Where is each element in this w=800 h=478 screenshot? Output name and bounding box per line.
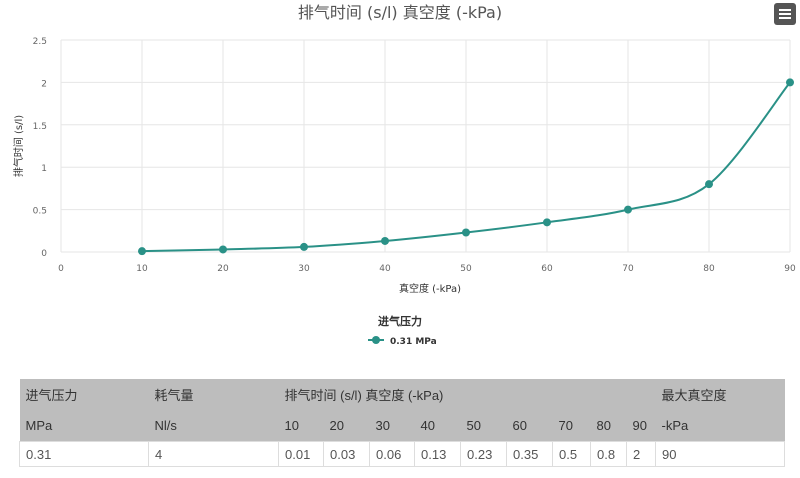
x-tick-label: 30 <box>298 264 310 274</box>
table-cell: 0.35 <box>506 441 553 467</box>
y-tick-label: 1 <box>41 164 47 174</box>
data-point <box>138 247 146 256</box>
data-point <box>786 78 794 87</box>
header-cell: 90 <box>632 418 647 433</box>
table-cell: 90 <box>655 441 785 467</box>
y-tick-label: 0 <box>41 249 47 259</box>
header-cell: -kPa <box>661 418 689 433</box>
header-cell: 80 <box>596 418 611 433</box>
header-cell: 10 <box>284 418 299 433</box>
header-cell: MPa <box>25 418 53 433</box>
table-header-row: MPa Nl/s 10 20 30 40 50 60 70 80 90 -kPa <box>19 410 785 442</box>
header-cell: 70 <box>558 418 573 433</box>
y-tick-label: 2 <box>41 79 47 89</box>
y-axis-label: 排气时间 (s/l) <box>12 115 25 177</box>
chart-title: 排气时间 (s/l) 真空度 (-kPa) <box>298 3 502 22</box>
data-point <box>381 236 389 245</box>
header-cell: 60 <box>512 418 527 433</box>
legend-marker <box>372 336 380 344</box>
legend-title: 进气压力 <box>378 314 422 328</box>
data-point <box>543 218 551 227</box>
header-cell: 30 <box>375 418 390 433</box>
x-tick-label: 90 <box>784 264 796 274</box>
data-point <box>219 245 227 254</box>
x-tick-label: 80 <box>703 264 715 274</box>
hamburger-icon[interactable] <box>774 3 796 25</box>
table-cell: 0.06 <box>369 441 415 467</box>
table-cell: 0.8 <box>590 441 627 467</box>
table-cell: 0.31 <box>19 441 149 467</box>
table-cell: 0.03 <box>323 441 370 467</box>
data-point <box>300 242 308 251</box>
table-cell: 0.23 <box>460 441 507 467</box>
x-tick-label: 10 <box>136 264 148 274</box>
x-tick-label: 0 <box>58 264 64 274</box>
x-tick-label: 60 <box>541 264 553 274</box>
header-cell: 20 <box>329 418 344 433</box>
table-cell: 0.01 <box>278 441 324 467</box>
table-cell: 0.5 <box>552 441 591 467</box>
header-cell: 最大真空度 <box>661 388 727 403</box>
header-cell: 40 <box>420 418 435 433</box>
table-cell: 4 <box>148 441 279 467</box>
y-tick-label: 0.5 <box>33 207 47 217</box>
data-point <box>462 228 470 237</box>
header-cell: 进气压力 <box>25 388 78 403</box>
header-cell: 50 <box>466 418 481 433</box>
x-tick-label: 70 <box>622 264 634 274</box>
header-cell: 耗气量 <box>154 388 194 403</box>
x-tick-label: 50 <box>460 264 472 274</box>
legend-item: 0.31 MPa <box>390 337 437 347</box>
table-cell: 2 <box>626 441 656 467</box>
header-cell: Nl/s <box>154 418 177 433</box>
data-table: 进气压力 耗气量 排气时间 (s/l) 真空度 (-kPa) 最大真空度 MPa… <box>19 379 785 467</box>
table-row: 0.31 4 0.01 0.03 0.06 0.13 0.23 0.35 0.5 0.8 2 90 <box>19 441 785 467</box>
data-point <box>624 205 632 214</box>
x-axis-label: 真空度 (-kPa) <box>399 282 461 295</box>
table-header-row: 进气压力 耗气量 排气时间 (s/l) 真空度 (-kPa) 最大真空度 <box>19 379 785 410</box>
chart: 0 0.5 1 1.5 2 2.5 0 10 20 30 40 50 60 70 80 90 排气时间 (s/l… <box>12 3 796 347</box>
table-cell: 0.13 <box>414 441 461 467</box>
header-cell: 排气时间 (s/l) 真空度 (-kPa) <box>284 388 444 403</box>
y-tick-label: 2.5 <box>33 37 47 47</box>
y-tick-label: 1.5 <box>33 122 47 132</box>
x-tick-label: 20 <box>217 264 229 274</box>
x-tick-label: 40 <box>379 264 391 274</box>
data-point <box>705 180 713 189</box>
